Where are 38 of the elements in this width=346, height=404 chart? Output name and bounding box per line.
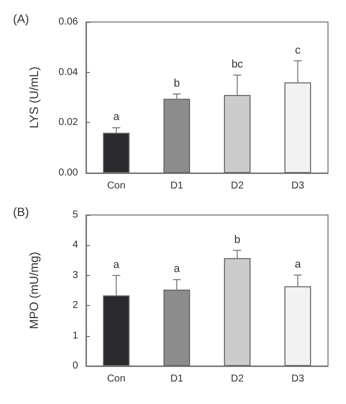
annotation: a [174, 263, 181, 276]
annotation: c [295, 44, 301, 56]
y-tick-label: 2 [72, 300, 78, 312]
x-tick-label: D2 [230, 180, 244, 192]
bar [102, 132, 130, 173]
bar [163, 98, 190, 173]
annotation: a [113, 258, 120, 271]
annotation: bc [231, 58, 244, 71]
y-tick-label: 5 [72, 210, 78, 220]
x-tick-label: D1 [170, 180, 184, 192]
bar [284, 82, 312, 173]
annotation: b [174, 77, 180, 90]
x-tick-label: Con [107, 374, 126, 384]
bar [224, 94, 251, 173]
y-tick-label: 0.02 [58, 117, 78, 128]
bar [224, 258, 251, 366]
y-tick-label: 3 [72, 270, 78, 281]
x-tick-label: D3 [291, 180, 305, 192]
x-tick-label: D2 [230, 374, 244, 384]
annotation: a [294, 258, 302, 271]
y-tick-label: 4 [72, 240, 78, 251]
x-tick-label: Con [107, 180, 126, 192]
chart-title: (B) [13, 205, 29, 219]
x-tick-label: D3 [291, 374, 305, 384]
x-tick-label: D1 [170, 374, 184, 384]
y-axis-title: LYS (U/mL) [27, 66, 41, 128]
y-tick-label: 1 [72, 330, 78, 342]
y-axis-title: MPO (mU/mg) [27, 252, 41, 330]
y-tick-label: 0.06 [58, 16, 78, 28]
y-tick-label: 0.04 [58, 66, 78, 78]
chart-title: (A) [13, 12, 29, 26]
annotation: b [234, 234, 240, 246]
bar [284, 286, 312, 366]
bar [163, 290, 190, 366]
y-tick-label: 0 [72, 360, 78, 372]
annotation: a [113, 111, 120, 124]
bar [102, 295, 130, 366]
y-tick-label: 0.00 [58, 168, 78, 178]
